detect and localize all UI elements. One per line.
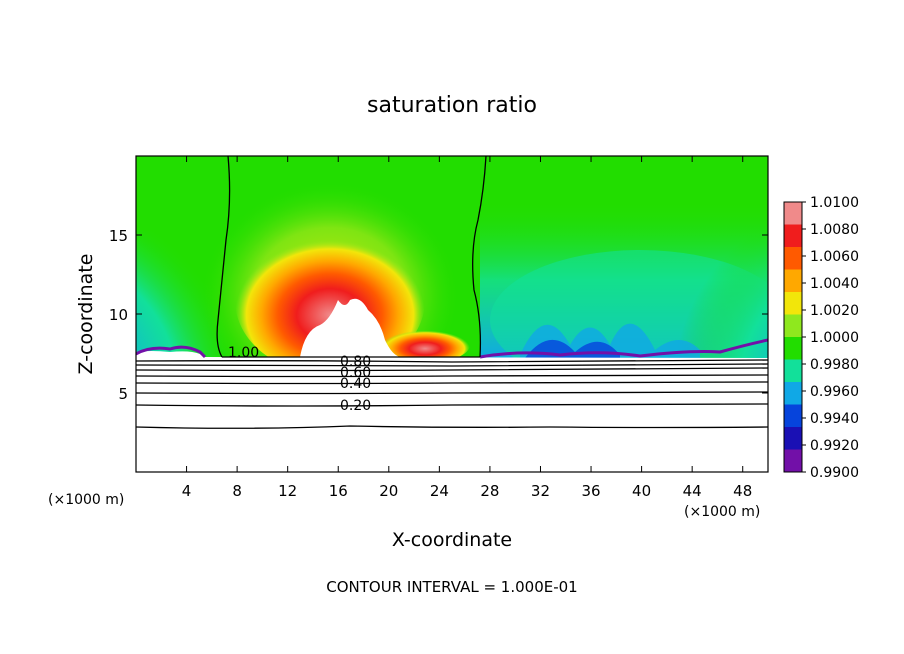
x-axis-unit-left: (×1000 m): [48, 492, 124, 508]
colorbar-label: 0.9940: [810, 411, 859, 427]
x-axis-title: X-coordinate: [392, 529, 512, 551]
colorbar-label: 0.9920: [810, 438, 859, 454]
colorbar-label: 0.9900: [810, 465, 859, 481]
colorbar-swatch: [784, 449, 802, 473]
x-tick-label: 44: [683, 482, 702, 500]
x-tick-label: 20: [379, 482, 398, 500]
x-tick-label: 40: [632, 482, 651, 500]
colorbar-swatch: [784, 247, 802, 270]
y-axis-ticks: 5 10 15: [109, 227, 768, 403]
colorbar-swatch: [784, 359, 802, 383]
x-tick-label: 12: [278, 482, 297, 500]
colorbar: 1.0100 1.0080 1.0060 1.0040 1.0020 1.0000 0.99…: [784, 195, 859, 481]
contour-line-c: [136, 367, 768, 372]
y-axis-title: Z-coordinate: [75, 254, 97, 375]
colorbar-frame: [783, 201, 803, 473]
saturation-field: [136, 156, 768, 472]
contour-line-h: [136, 425, 768, 429]
x-axis-unit-right: (×1000 m): [684, 504, 760, 520]
colorbar-label: 0.9980: [810, 357, 859, 373]
colorbar-swatch: [784, 202, 802, 225]
contour-line-d: [136, 374, 768, 378]
y-tick-label: 15: [109, 227, 128, 245]
chart-title: saturation ratio: [367, 93, 537, 118]
contour-label-1.00: 1.00: [228, 345, 259, 361]
colorbar-label: 0.9960: [810, 384, 859, 400]
contour-label-0.80: 0.80: [340, 354, 371, 370]
contour-line-1.00-right: [472, 156, 487, 358]
x-tick-label: 24: [430, 482, 449, 500]
contour-line-f: [136, 391, 768, 395]
colorbar-label: 1.0020: [810, 303, 859, 319]
contour-line-1.00-left: [216, 156, 231, 358]
colorbar-swatch: [784, 337, 802, 360]
contour-line-b: [136, 363, 768, 367]
x-axis-ticks: 4 8 12 16 20 24 28 32 36 40 44 48: [182, 156, 752, 500]
y-tick-label: 10: [109, 306, 128, 324]
contour-label-0.20: 0.20: [340, 398, 371, 414]
colorbar-label: 1.0100: [810, 195, 859, 211]
colorbar-swatch: [784, 292, 802, 315]
contour-interval-note: CONTOUR INTERVAL = 1.000E-01: [326, 578, 577, 596]
x-tick-label: 16: [329, 482, 348, 500]
x-tick-label: 36: [581, 482, 600, 500]
colorbar-label: 1.0040: [810, 276, 859, 292]
x-tick-label: 8: [232, 482, 242, 500]
contour-line-a: [136, 359, 768, 363]
colorbar-swatch: [784, 427, 802, 450]
colorbar-swatch: [784, 404, 802, 428]
x-tick-label: 4: [182, 482, 192, 500]
x-tick-label: 32: [531, 482, 550, 500]
colorbar-swatch: [784, 382, 802, 405]
y-tick-label: 5: [118, 385, 128, 403]
x-tick-label: 48: [733, 482, 752, 500]
colorbar-swatch: [784, 224, 802, 248]
contour-label-0.60: 0.60: [340, 365, 371, 381]
contour-label-0.40: 0.40: [340, 376, 371, 392]
x-tick-label: 28: [480, 482, 499, 500]
colorbar-label: 1.0060: [810, 249, 859, 265]
colorbar-swatch: [784, 314, 802, 338]
contour-line-g: [136, 403, 768, 407]
colorbar-label: 1.0000: [810, 330, 859, 346]
colorbar-swatch: [784, 269, 802, 293]
contour-lines: [136, 156, 768, 429]
contour-labels: 1.00 0.80 0.60 0.40 0.20: [228, 345, 371, 414]
contour-line-e: [136, 381, 768, 385]
colorbar-label: 1.0080: [810, 222, 859, 238]
